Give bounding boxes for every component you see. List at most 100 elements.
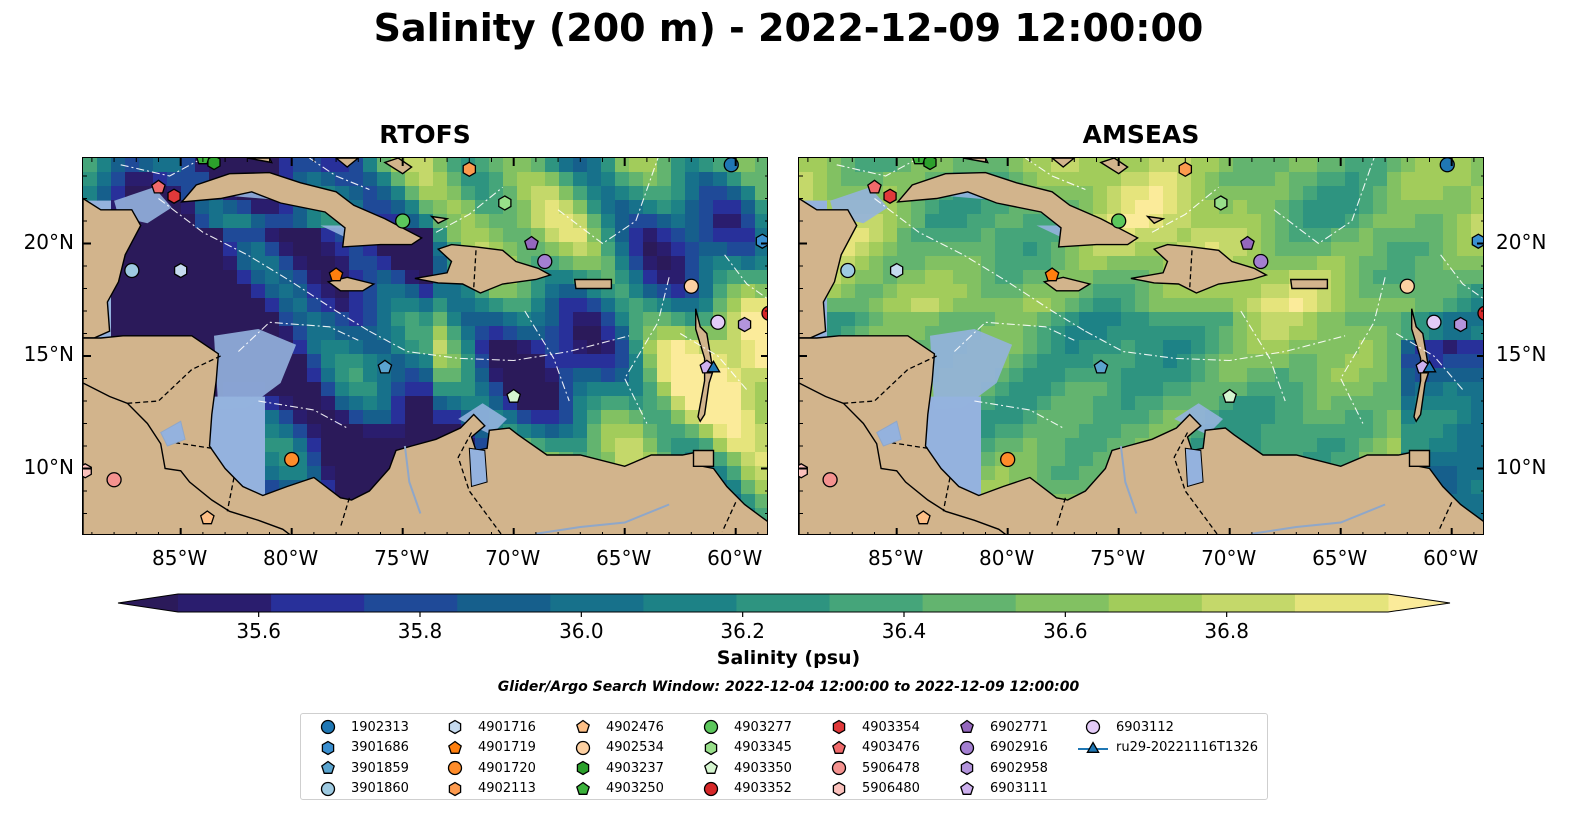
marker-6902771 [524,235,539,250]
legend-item: 6902916 [950,738,1048,758]
lon-tick-rtofs-2: 75°W [374,546,430,570]
legend-item: 1902313 [311,717,409,737]
legend-marker-icon [832,740,846,754]
legend-label: 3901686 [351,740,409,755]
land-pacific_side [83,382,291,534]
colorbar-bin [178,594,272,612]
lat-tick-left-1: 15°N [23,342,74,366]
marker-5906478 [822,472,838,488]
marker-6903112 [1426,314,1442,330]
legend-item: 5906478 [822,758,920,778]
panel-title-rtofs: RTOFS [379,120,471,149]
legend-marker-icon [576,719,590,733]
legend-marker [1085,719,1101,735]
legend-label: 4903250 [606,781,664,796]
legend-marker [960,760,974,776]
legend-label: 4902113 [478,781,536,796]
lon-tick-amseas-1: 80°W [979,546,1035,570]
legend-item: 4903476 [822,738,920,758]
legend-item: 4902476 [566,717,664,737]
marker-3901860 [124,262,140,279]
legend-marker [703,719,719,735]
legend-label: 4903350 [734,760,792,776]
legend-item: 6902771 [950,717,1048,737]
legend-label: 4903237 [606,760,664,776]
legend-marker-icon [960,719,974,733]
lon-tick-amseas-5: 60°W [1423,546,1479,570]
colorbar-bin [1015,594,1110,612]
marker-4903354 [883,188,897,204]
marker-4903352 [761,305,767,321]
colorbar-bin [922,594,1017,612]
marker-6902958 [1453,316,1468,333]
legend-item: 4903354 [822,717,920,737]
land-hispaniola [414,243,553,294]
legend-label: 6902958 [990,760,1048,776]
legend-marker-icon [960,781,974,795]
marker-ru29-20221116T1326 [706,360,721,373]
legend-marker [703,781,719,796]
map-panel-amseas[interactable] [798,157,1484,535]
lon-tick-amseas-2: 75°W [1090,546,1146,570]
colorbar-bin [1294,594,1389,612]
legend-marker-icon [959,740,975,755]
legend-marker-icon [320,719,336,735]
land-bahamas2 [1099,158,1129,175]
rtofs-float-markers [83,158,767,525]
colorbar-tick-label: 35.8 [398,619,443,643]
marker-4901716 [889,262,904,279]
marker-4903345 [498,195,512,211]
legend-marker [832,781,846,796]
legend-marker-icon [703,719,719,735]
legend-marker [1086,740,1100,753]
marker-3901686 [755,233,767,249]
legend-item: 3901860 [311,779,409,799]
figure-title: Salinity (200 m) - 2022-12-09 12:00:00 [373,6,1204,50]
amseas-land [799,158,1483,534]
colorbar-tick-label: 36.4 [882,619,927,643]
marker-4902113 [1178,161,1193,178]
legend-item: 4902534 [566,738,664,758]
marker-6903112 [710,314,726,330]
legend-label: 1902313 [351,719,409,735]
marker-3901686 [1471,233,1483,249]
legend-item: 3901686 [311,738,409,758]
lon-tick-amseas-0: 85°W [868,546,924,570]
marker-5906478 [106,472,122,488]
colorbar-tick-label: 36.2 [720,619,765,643]
marker-4902113 [462,161,477,178]
legend-item: 4901719 [438,738,536,758]
marker-5906480 [799,463,808,479]
land-trinidad [1408,449,1431,467]
land-bahamas1 [334,158,360,168]
legend-item: 6902958 [950,758,1048,778]
legend-label: 5906478 [862,760,920,776]
legend-marker-icon [321,760,335,774]
lat-tick-left-0: 20°N [23,229,74,254]
legend-label: 4903352 [734,781,792,796]
legend-label: 4903277 [734,719,792,735]
legend-marker-icon [832,781,846,796]
legend-label: 6902916 [990,740,1048,755]
map-panel-rtofs[interactable] [82,157,768,535]
legend-marker-icon [576,781,590,795]
lon-tick-rtofs-4: 65°W [596,546,652,570]
land-trinidad [692,449,715,467]
legend-label: 4903354 [862,719,920,735]
lat-tick-left-2: 10°N [23,454,74,479]
legend-marker [832,719,846,735]
lat-tick-right-0: 20°N [1496,229,1547,254]
colorbar-under-arrow [118,594,178,612]
legend-marker-icon [831,760,847,776]
legend-marker [831,760,847,776]
legend-marker-icon [832,719,846,735]
lon-tick-rtofs-5: 60°W [707,546,763,570]
land-bahamas3 [1145,215,1166,225]
marker-6902916 [537,253,553,270]
marker-4903476 [151,179,166,194]
legend-label: 3901860 [351,781,409,796]
land-bahamas2 [383,158,413,175]
marker-3901859 [377,359,393,374]
marker-4902476 [199,510,215,525]
land-bahamas3 [429,215,450,225]
